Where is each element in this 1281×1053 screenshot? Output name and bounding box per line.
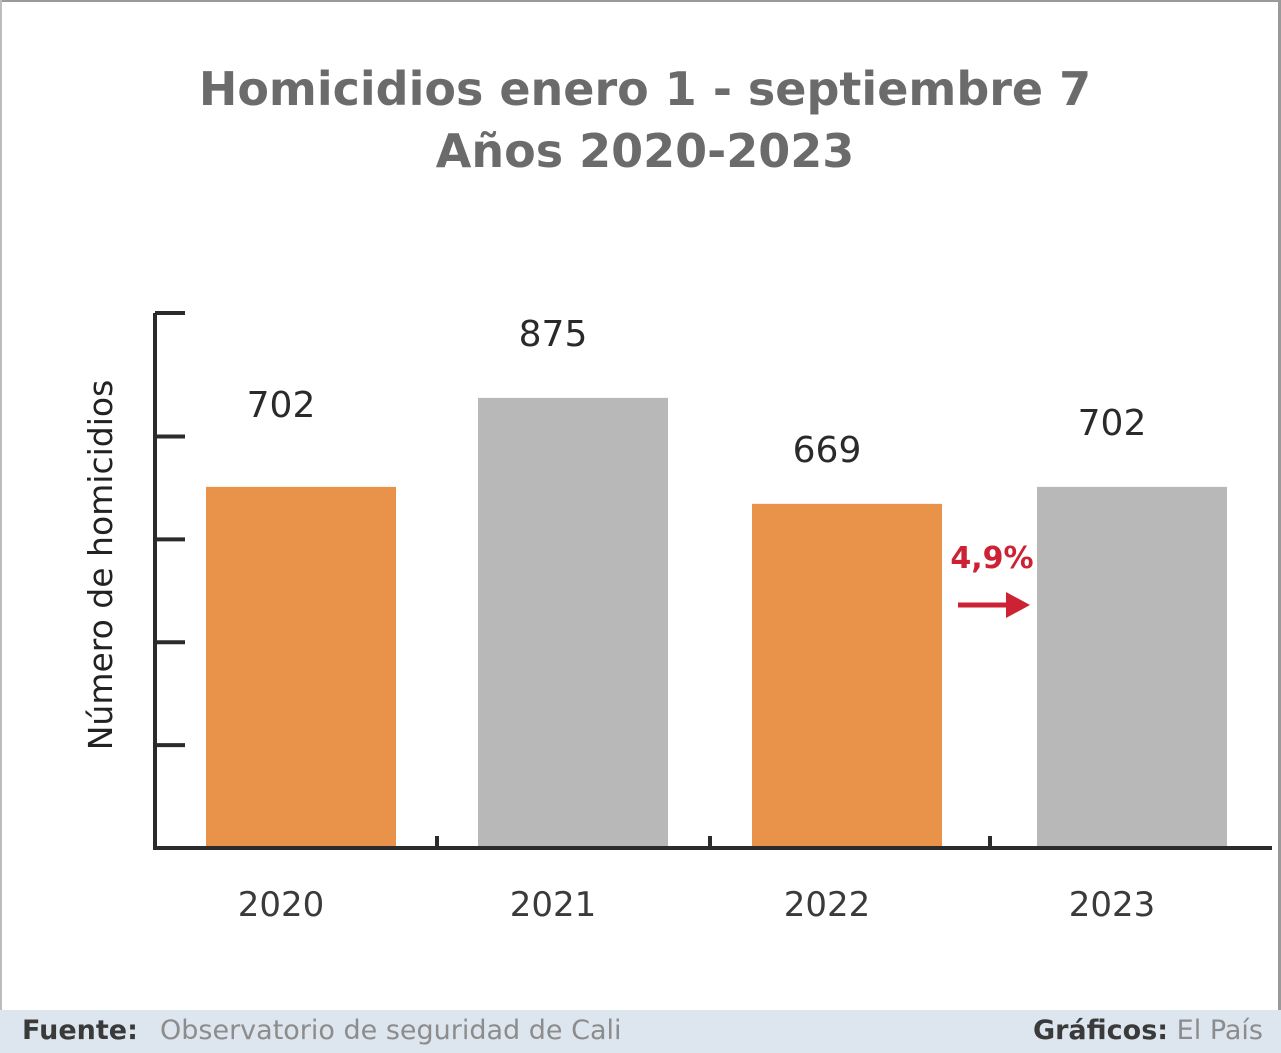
credit-label: Gráficos: <box>1032 1015 1169 1046</box>
bar-2022 <box>752 503 942 848</box>
y-axis-label: Número de homicidios <box>81 380 120 751</box>
footer-bar: Fuente: Observatorio de seguridad de Cal… <box>0 1010 1281 1053</box>
source-label: Fuente: <box>22 1015 138 1046</box>
value-label-2021: 875 <box>519 314 588 355</box>
x-tick-label-2021: 2021 <box>510 885 597 925</box>
bar-2020 <box>206 486 396 848</box>
bar-2021 <box>478 397 668 848</box>
change-annotation-label: 4,9% <box>950 541 1033 576</box>
frame-right-border <box>1278 0 1281 1053</box>
chart-title-line-2: Años 2020-2023 <box>435 124 855 178</box>
x-tick-label-2020: 2020 <box>238 885 325 925</box>
chart-title: Homicidios enero 1 - septiembre 7 Años 2… <box>0 58 1281 182</box>
value-label-2022: 669 <box>793 430 862 471</box>
change-arrow-head <box>1006 592 1030 618</box>
value-label-2020: 702 <box>247 385 316 426</box>
source-value: Observatorio de seguridad de Cali <box>160 1015 622 1046</box>
x-tick-label-2023: 2023 <box>1069 885 1156 925</box>
bar-chart: Número de homicidios 2020 2021 2022 2023 702 8… <box>81 311 1272 925</box>
credit-value: El País <box>1176 1015 1263 1046</box>
bar-2023 <box>1037 486 1227 848</box>
x-tick-label-2022: 2022 <box>784 885 871 925</box>
value-label-2023: 702 <box>1078 403 1147 444</box>
chart-title-line-1: Homicidios enero 1 - septiembre 7 <box>198 62 1092 116</box>
frame-left-border <box>0 0 2 1053</box>
credit: Gráficos: El País <box>1033 1015 1263 1046</box>
frame-top-border <box>0 0 1281 6</box>
